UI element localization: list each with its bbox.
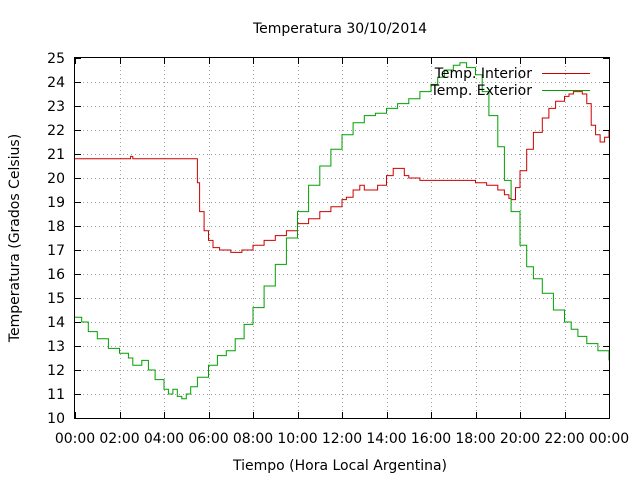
y-tick-label: 23 (47, 99, 65, 115)
legend-label-2: Temp. Exterior (430, 83, 533, 99)
x-tick-label: 04:00 (144, 431, 184, 447)
series-line-2 (75, 62, 610, 400)
series-line-1 (75, 91, 610, 253)
y-tick-label: 12 (47, 363, 65, 379)
y-tick-label: 15 (47, 291, 65, 307)
axis-ticks: 00:00 02:00 04:00 06:00 08:00 10:00 12:00 14:00… (47, 51, 629, 447)
series-lines (75, 62, 610, 400)
y-tick-label: 16 (47, 267, 65, 283)
x-tick-label: 06:00 (188, 431, 228, 447)
x-tick-label: 10:00 (277, 431, 317, 447)
y-tick-label: 17 (47, 243, 65, 259)
x-tick-label: 22:00 (544, 431, 584, 447)
y-tick-label: 10 (47, 411, 65, 427)
x-tick-label: 00:00 (55, 431, 95, 447)
x-tick-label: 02:00 (99, 431, 139, 447)
y-tick-label: 11 (47, 387, 65, 403)
x-tick-label: 12:00 (322, 431, 362, 447)
x-axis-title: Tiempo (Hora Local Argentina) (232, 458, 447, 474)
y-tick-label: 14 (47, 315, 65, 331)
grid (75, 58, 609, 418)
y-tick-label: 21 (47, 147, 65, 163)
y-tick-label: 19 (47, 195, 65, 211)
y-tick-label: 22 (47, 123, 65, 139)
chart-title: Temperatura 30/10/2014 (252, 21, 427, 37)
y-tick-label: 24 (47, 75, 65, 91)
legend-label-1: Temp. Interior (434, 66, 533, 82)
x-tick-label: 00:00 (589, 431, 629, 447)
x-tick-label: 20:00 (500, 431, 540, 447)
y-axis-title: Temperatura (Grados Celsius) (7, 134, 23, 343)
x-tick-label: 08:00 (233, 431, 273, 447)
plot-frame (74, 57, 610, 419)
y-tick-label: 20 (47, 171, 65, 187)
y-tick-label: 25 (47, 51, 65, 67)
x-tick-label: 18:00 (455, 431, 495, 447)
x-tick-label: 16:00 (411, 431, 451, 447)
y-tick-label: 13 (47, 339, 65, 355)
y-tick-label: 18 (47, 219, 65, 235)
x-tick-label: 14:00 (366, 431, 406, 447)
